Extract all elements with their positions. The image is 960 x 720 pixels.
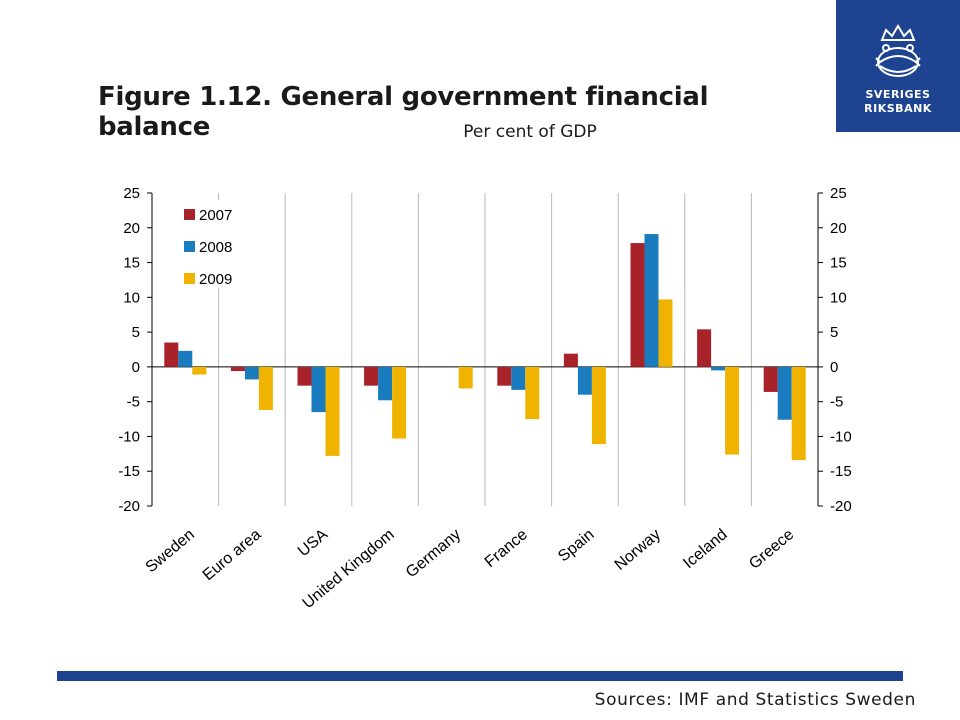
x-tick-label: Iceland (680, 526, 730, 572)
bar-2008-sweden (178, 350, 193, 367)
x-tick-label: France (482, 526, 531, 571)
bar-2008-france (511, 366, 526, 390)
x-tick-label: Euro area (200, 526, 265, 584)
y-tick-label-right: 10 (830, 289, 847, 306)
y-tick-label-right: 15 (830, 255, 847, 272)
legend-swatch-2008 (184, 241, 195, 252)
y-tick-label-left: 10 (123, 289, 140, 306)
bar-2007-iceland (697, 329, 712, 367)
bar-2009-germany (458, 366, 473, 389)
y-tick-label-right: -5 (830, 394, 843, 411)
y-tick-label-left: 0 (132, 359, 140, 376)
bar-2007-greece (763, 366, 778, 392)
bar-2009-greece (791, 366, 806, 461)
bar-2007-euro-area (230, 366, 245, 372)
y-tick-label-left: -20 (118, 498, 140, 515)
y-tick-label-right: 20 (830, 220, 847, 237)
x-tick-label: Greece (746, 526, 797, 573)
y-tick-label-right: -15 (830, 463, 852, 480)
bar-2009-france (525, 366, 540, 420)
bar-2008-usa (311, 366, 326, 413)
y-tick-label-right: -20 (830, 498, 852, 515)
riksbank-logo: SVERIGES RIKSBANK (836, 0, 960, 132)
crown-emblem-icon (875, 24, 921, 77)
bar-2009-united-kingdom (392, 366, 407, 439)
y-tick-label-left: -15 (118, 463, 140, 480)
legend-swatch-2007 (184, 209, 195, 220)
sources-note: Sources: IMF and Statistics Sweden (594, 690, 916, 710)
x-tick-label: Norway (612, 526, 664, 574)
x-tick-label: Germany (403, 526, 464, 581)
bar-2009-spain (591, 366, 606, 445)
logo-line-1: SVERIGES (865, 88, 931, 101)
legend-label-2009: 2009 (199, 271, 232, 288)
bar-2008-greece (777, 366, 792, 420)
bar-2009-sweden (192, 366, 207, 375)
bar-2009-usa (325, 366, 340, 456)
bar-2007-france (497, 366, 512, 386)
legend-swatch-2009 (184, 273, 195, 284)
x-tick-label: Sweden (143, 526, 198, 576)
chart-title: Figure 1.12. General government financia… (98, 82, 709, 142)
bar-2008-norway (644, 234, 659, 367)
bar-chart: 25 25 20 20 15 15 10 10 5 5 0 0 -5 -5 -10 -10 -15 -15 -20 -… (118, 185, 852, 612)
y-tick-label-right: 0 (830, 359, 838, 376)
footer-rule (57, 671, 903, 681)
bar-2008-spain (577, 366, 592, 395)
x-tick-label: USA (295, 526, 331, 560)
bar-2007-spain (563, 353, 578, 367)
bar-2008-united-kingdom (378, 366, 393, 401)
y-tick-label-left: -5 (127, 394, 140, 411)
legend-label-2007: 2007 (199, 207, 232, 224)
chart-subtitle: Per cent of GDP (463, 122, 597, 142)
bar-2009-euro-area (258, 366, 273, 411)
y-tick-label-left: 20 (123, 220, 140, 237)
y-tick-label-left: -10 (118, 428, 140, 445)
y-tick-label-right: 25 (830, 185, 847, 202)
y-tick-label-left: 25 (123, 185, 140, 202)
x-tick-label: Spain (555, 526, 597, 565)
y-tick-label-right: 5 (830, 324, 838, 341)
legend-label-2008: 2008 (199, 239, 232, 256)
y-tick-label-left: 15 (123, 255, 140, 272)
bar-2009-iceland (725, 366, 740, 455)
bar-2007-sweden (164, 342, 179, 367)
y-tick-label-right: -10 (830, 428, 852, 445)
bar-2007-norway (630, 243, 645, 367)
bar-2008-iceland (711, 366, 726, 371)
logo-line-2: RIKSBANK (864, 102, 932, 115)
bar-2009-norway (658, 299, 673, 367)
bar-2008-euro-area (244, 366, 259, 380)
bar-2007-usa (297, 366, 312, 386)
y-tick-label-left: 5 (132, 324, 140, 341)
bar-2007-united-kingdom (364, 366, 379, 386)
